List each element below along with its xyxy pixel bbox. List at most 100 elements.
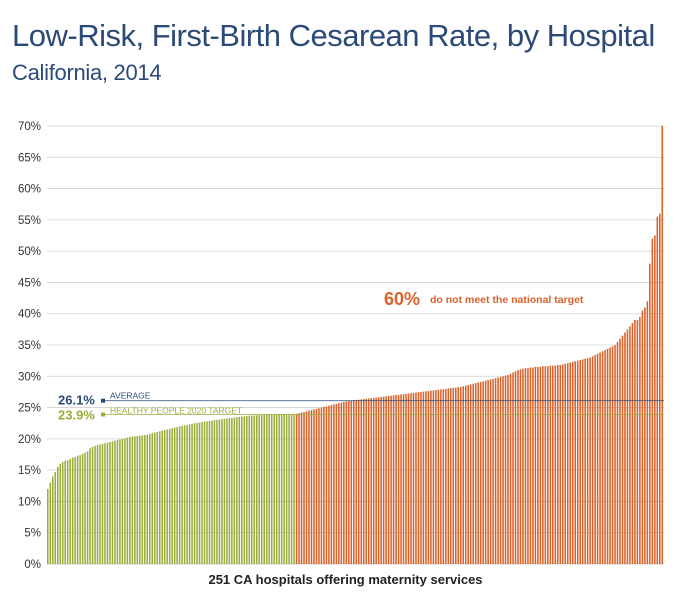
bar xyxy=(246,416,248,564)
bar xyxy=(241,416,243,564)
bar xyxy=(203,421,206,564)
reference-value-label: 23.9% xyxy=(58,407,95,422)
y-tick-label: 65% xyxy=(18,152,41,164)
bar xyxy=(198,422,201,564)
bar xyxy=(370,398,372,564)
bar xyxy=(499,376,502,564)
bar xyxy=(243,416,246,564)
bar xyxy=(569,362,571,564)
bar xyxy=(537,366,539,564)
bar xyxy=(392,395,395,564)
bar xyxy=(377,397,380,564)
bar xyxy=(427,390,430,564)
bar xyxy=(512,372,514,564)
bar xyxy=(631,323,634,564)
bar xyxy=(459,386,462,564)
bar xyxy=(226,418,228,564)
bar xyxy=(158,431,161,564)
x-axis-label: 251 CA hospitals offering maternity serv… xyxy=(208,572,483,587)
bar xyxy=(111,441,114,564)
bar xyxy=(509,373,512,564)
bar xyxy=(420,391,422,564)
bar xyxy=(576,360,579,564)
bar xyxy=(407,393,410,564)
bar xyxy=(109,441,111,564)
bar xyxy=(385,396,387,564)
bar xyxy=(338,403,340,564)
bar xyxy=(293,414,295,564)
bar xyxy=(487,380,489,564)
bar xyxy=(343,401,345,564)
bar xyxy=(527,368,529,564)
bar xyxy=(121,438,124,564)
reference-lines: 26.1% AVERAGE 23.9% HEALTHY PEOPLE 2020 TAR… xyxy=(58,391,664,422)
bar xyxy=(223,418,226,564)
bar xyxy=(360,399,363,564)
bar xyxy=(464,385,467,564)
bar xyxy=(452,387,455,564)
bar xyxy=(285,414,288,564)
y-tick-label: 60% xyxy=(18,184,41,196)
bar xyxy=(94,445,96,564)
y-tick-label: 0% xyxy=(24,559,41,571)
annotation-value: 60% xyxy=(384,289,420,309)
bar xyxy=(467,385,469,564)
bar xyxy=(611,346,614,564)
bar xyxy=(91,446,94,564)
bar xyxy=(375,397,377,564)
bar xyxy=(116,440,119,564)
bar xyxy=(124,438,126,564)
bar xyxy=(494,378,497,564)
bar xyxy=(315,408,318,564)
bar xyxy=(178,426,181,564)
bar xyxy=(440,389,442,564)
bar xyxy=(181,425,183,564)
bar xyxy=(654,235,656,564)
bar xyxy=(196,422,198,564)
bar xyxy=(422,391,425,564)
bar xyxy=(295,413,298,564)
bar xyxy=(74,457,76,564)
bar xyxy=(641,310,644,564)
bar xyxy=(350,400,353,564)
bar xyxy=(614,345,616,564)
bar xyxy=(547,366,549,564)
bar xyxy=(477,382,479,564)
y-tick-label: 70% xyxy=(18,121,41,133)
bar xyxy=(79,455,81,564)
bar xyxy=(646,301,649,564)
bar xyxy=(621,335,624,564)
bar xyxy=(305,411,308,564)
bar xyxy=(231,417,233,564)
bar xyxy=(549,365,552,564)
bar xyxy=(263,414,265,564)
y-tick-label: 40% xyxy=(18,309,41,321)
bar xyxy=(328,405,330,564)
bar xyxy=(395,395,397,564)
bar xyxy=(591,356,594,564)
bar xyxy=(330,405,333,564)
bar xyxy=(283,414,285,564)
bar xyxy=(529,367,532,564)
bar xyxy=(228,418,231,564)
bar xyxy=(656,216,659,565)
bar xyxy=(557,365,559,564)
bar xyxy=(206,421,208,564)
bar xyxy=(176,426,178,564)
bar xyxy=(624,332,626,564)
bar xyxy=(218,419,221,564)
bar xyxy=(106,442,109,564)
bar xyxy=(355,400,358,564)
bar xyxy=(335,403,338,564)
bar xyxy=(96,445,99,564)
bar xyxy=(445,388,447,564)
y-tick-label: 10% xyxy=(18,496,41,508)
bar xyxy=(609,347,611,564)
bar xyxy=(193,423,196,564)
bar xyxy=(64,460,66,564)
bar xyxy=(280,414,283,564)
bar xyxy=(544,366,547,564)
bar xyxy=(599,352,601,564)
bar xyxy=(472,383,474,564)
